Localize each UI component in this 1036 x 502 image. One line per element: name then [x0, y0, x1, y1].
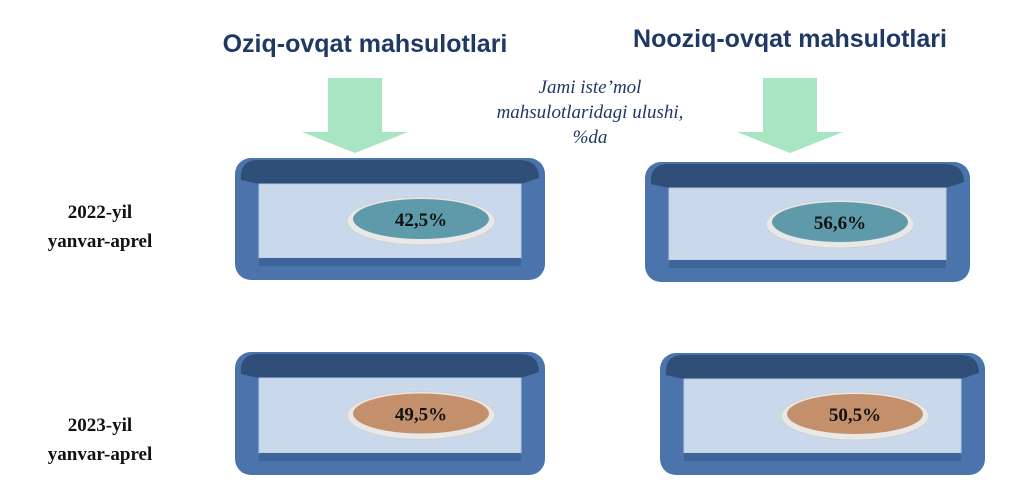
- value-ellipse: [787, 394, 923, 434]
- box-top: [240, 160, 539, 184]
- arrow: [737, 78, 843, 153]
- header: Nooziq-ovqat mahsulotlari: [633, 25, 947, 53]
- header: Oziq-ovqat mahsulotlari: [223, 30, 508, 58]
- value-ellipse: [353, 393, 489, 434]
- value-label: 56,6%: [814, 213, 866, 234]
- arrow: [302, 78, 408, 153]
- value-label: 50,5%: [829, 405, 881, 426]
- box-bottom: [669, 260, 946, 268]
- value-ellipse: [353, 199, 489, 239]
- box-bottom: [684, 453, 961, 461]
- box-top: [650, 164, 964, 188]
- row-label: yanvar-aprel: [48, 231, 153, 252]
- box-bottom: [259, 453, 521, 461]
- note: Jami iste’mol: [539, 77, 642, 98]
- row-label: yanvar-aprel: [48, 444, 153, 465]
- value-label: 49,5%: [395, 405, 447, 426]
- row-label: 2022-yil: [68, 202, 132, 223]
- value-ellipse: [772, 202, 908, 242]
- boxes: 42,5% 56,6% 49,5% 50,5%: [235, 158, 985, 475]
- box-top: [240, 354, 539, 378]
- note: %da: [573, 127, 608, 148]
- row-label: 2023-yil: [68, 415, 132, 436]
- note: mahsulotlaridagi ulushi,: [497, 102, 684, 123]
- box-bottom: [259, 258, 521, 266]
- box-top: [665, 355, 979, 379]
- value-label: 42,5%: [395, 210, 447, 231]
